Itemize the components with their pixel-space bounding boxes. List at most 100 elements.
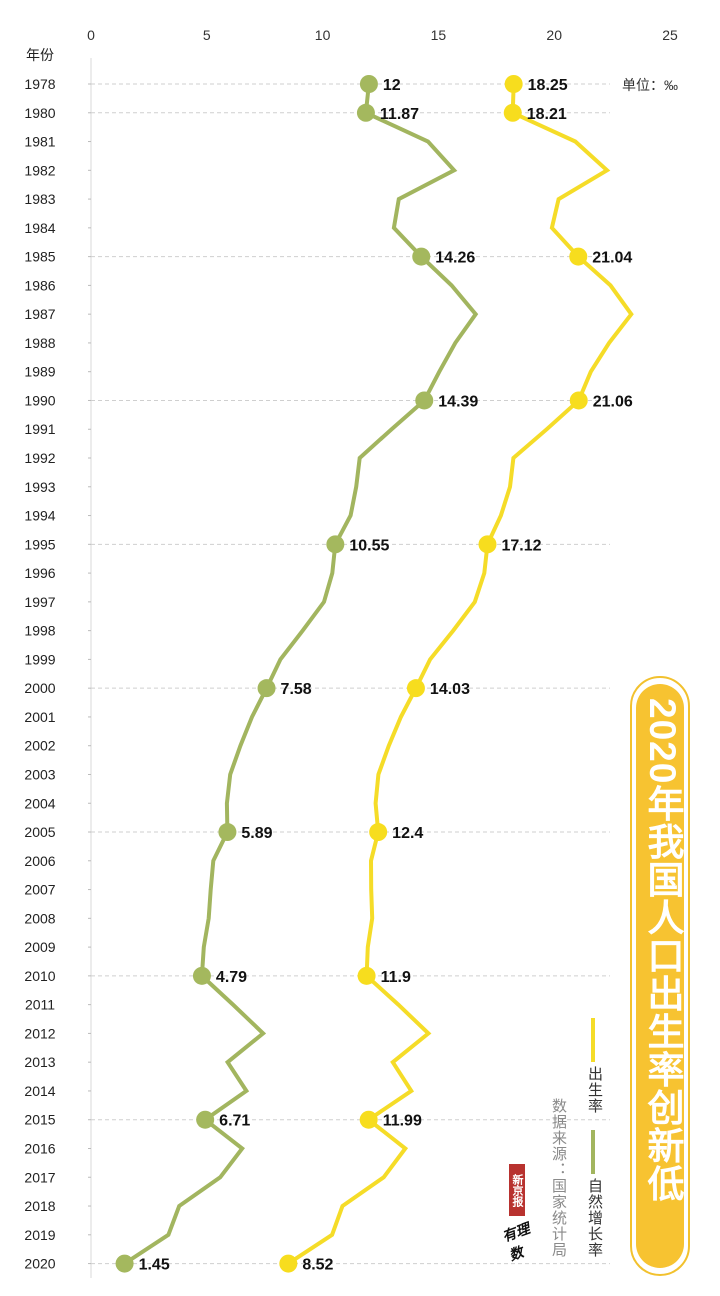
x-tick-label: 5 <box>203 27 211 43</box>
year-label: 1984 <box>24 220 55 236</box>
year-label: 1983 <box>24 191 55 207</box>
natural-growth-marker <box>326 535 345 554</box>
year-label: 1992 <box>24 450 55 466</box>
natural-growth-value-label: 11.87 <box>380 106 419 123</box>
year-label: 1987 <box>24 306 55 322</box>
year-label: 2014 <box>24 1083 55 1099</box>
year-label: 2018 <box>24 1198 55 1214</box>
natural-growth-value-label: 14.39 <box>438 393 478 410</box>
birth-rate-marker <box>569 247 588 266</box>
year-label: 1998 <box>24 623 55 639</box>
year-label: 2013 <box>24 1054 55 1070</box>
year-label: 2011 <box>25 997 55 1013</box>
birth-rate-marker <box>503 103 522 122</box>
birth-rate-value-label: 18.25 <box>528 77 568 94</box>
year-label: 1991 <box>24 421 55 437</box>
year-label: 1990 <box>24 392 55 408</box>
birth-rate-value-label: 21.06 <box>593 393 633 410</box>
year-label: 1980 <box>24 105 55 121</box>
natural-growth-marker <box>356 103 375 122</box>
x-tick-label: 20 <box>546 27 562 43</box>
year-label: 1985 <box>24 249 55 265</box>
birth-rate-marker <box>478 535 497 554</box>
year-label: 2009 <box>24 939 55 955</box>
data-source-label: 数据来源：国家统计局 <box>550 1098 567 1258</box>
year-label: 1999 <box>24 651 55 667</box>
year-label: 1994 <box>24 508 55 524</box>
birth-rate-marker <box>359 1110 378 1129</box>
year-label: 1988 <box>24 335 55 351</box>
natural-growth-marker <box>115 1254 134 1273</box>
year-label: 1997 <box>24 594 55 610</box>
natural-growth-value-label: 6.71 <box>219 1113 250 1130</box>
year-label: 1996 <box>24 565 55 581</box>
x-tick-label: 15 <box>431 27 447 43</box>
y-axis: 1978 1980 1981 1982 1983 1984 1985 1986 1987 1988… <box>24 76 91 1272</box>
natural-growth-value-label: 14.26 <box>435 250 475 267</box>
chart-title: 2020年我国人口出生率创新低 <box>642 698 683 1203</box>
year-label: 1982 <box>24 162 55 178</box>
birth-rate-value-label: 11.99 <box>383 1113 422 1130</box>
birth-rate-marker <box>504 75 523 93</box>
year-label: 2004 <box>24 795 55 811</box>
x-tick-label: 10 <box>315 27 331 43</box>
year-label: 2019 <box>24 1227 55 1243</box>
legend-natural-growth-label: 自然增长率 <box>586 1178 603 1258</box>
year-label: 2006 <box>24 853 55 869</box>
birth-rate-marker <box>369 823 388 842</box>
natural-growth-value-label: 12 <box>383 77 401 94</box>
birth-rate-line <box>287 83 634 1266</box>
natural-growth-line <box>123 83 479 1266</box>
year-label: 1986 <box>24 277 55 293</box>
year-label: 2017 <box>24 1169 55 1185</box>
birth-rate-value-label: 11.9 <box>381 969 411 986</box>
natural-growth-value-label: 10.55 <box>349 537 389 554</box>
legend-natural-growth-swatch <box>591 1130 595 1174</box>
year-label: 2005 <box>24 824 55 840</box>
series-lines <box>123 83 634 1266</box>
birth-rate-value-label: 18.21 <box>527 106 567 123</box>
year-label: 2015 <box>24 1112 55 1128</box>
unit-label: 单位：‰ <box>622 77 678 93</box>
value-labels: 18.25 12 18.21 11.87 21.04 14.26 21.06 14.39 17.… <box>139 77 633 1274</box>
birth-rate-marker <box>357 966 376 985</box>
natural-growth-marker <box>412 247 431 266</box>
x-tick-label: 0 <box>87 27 95 43</box>
year-label: 1978 <box>24 76 55 92</box>
markers <box>115 75 588 1273</box>
birth-rate-value-label: 14.03 <box>430 681 470 698</box>
logo-brand-mark: 新京报 <box>509 1164 525 1216</box>
gridlines <box>91 83 610 1265</box>
natural-growth-value-label: 5.89 <box>241 825 272 842</box>
legend-birth-rate-swatch <box>591 1018 595 1062</box>
natural-growth-marker <box>415 391 434 410</box>
year-label: 2002 <box>24 738 55 754</box>
natural-growth-marker <box>218 823 237 842</box>
birth-rate-value-label: 12.4 <box>392 825 423 842</box>
year-label: 2003 <box>24 766 55 782</box>
birth-rate-value-label: 8.52 <box>302 1257 333 1274</box>
legend-birth-rate-label: 出生率 <box>586 1066 603 1114</box>
year-label: 1995 <box>24 536 55 552</box>
natural-growth-marker <box>192 966 211 985</box>
year-label: 2007 <box>24 882 55 898</box>
birth-rate-marker <box>279 1254 298 1273</box>
birth-rate-marker <box>406 679 425 698</box>
natural-growth-value-label: 1.45 <box>139 1257 170 1274</box>
title-badge: 2020年我国人口出生率创新低 <box>630 676 690 1276</box>
natural-growth-marker <box>257 679 276 698</box>
publisher-logo: 新京报 有理数 <box>500 1164 543 1263</box>
year-label: 2001 <box>24 709 55 725</box>
year-label: 2000 <box>24 680 55 696</box>
year-label: 1993 <box>24 479 55 495</box>
natural-growth-value-label: 7.58 <box>281 681 312 698</box>
x-axis: 0 5 10 15 20 25 <box>87 27 678 1278</box>
natural-growth-value-label: 4.79 <box>216 969 247 986</box>
x-tick-label: 25 <box>662 27 678 43</box>
birth-rate-value-label: 17.12 <box>501 537 541 554</box>
natural-growth-marker <box>196 1110 215 1129</box>
year-label: 2012 <box>24 1025 55 1041</box>
title-badge-fill: 2020年我国人口出生率创新低 <box>636 684 684 1268</box>
year-label: 1989 <box>24 364 55 380</box>
